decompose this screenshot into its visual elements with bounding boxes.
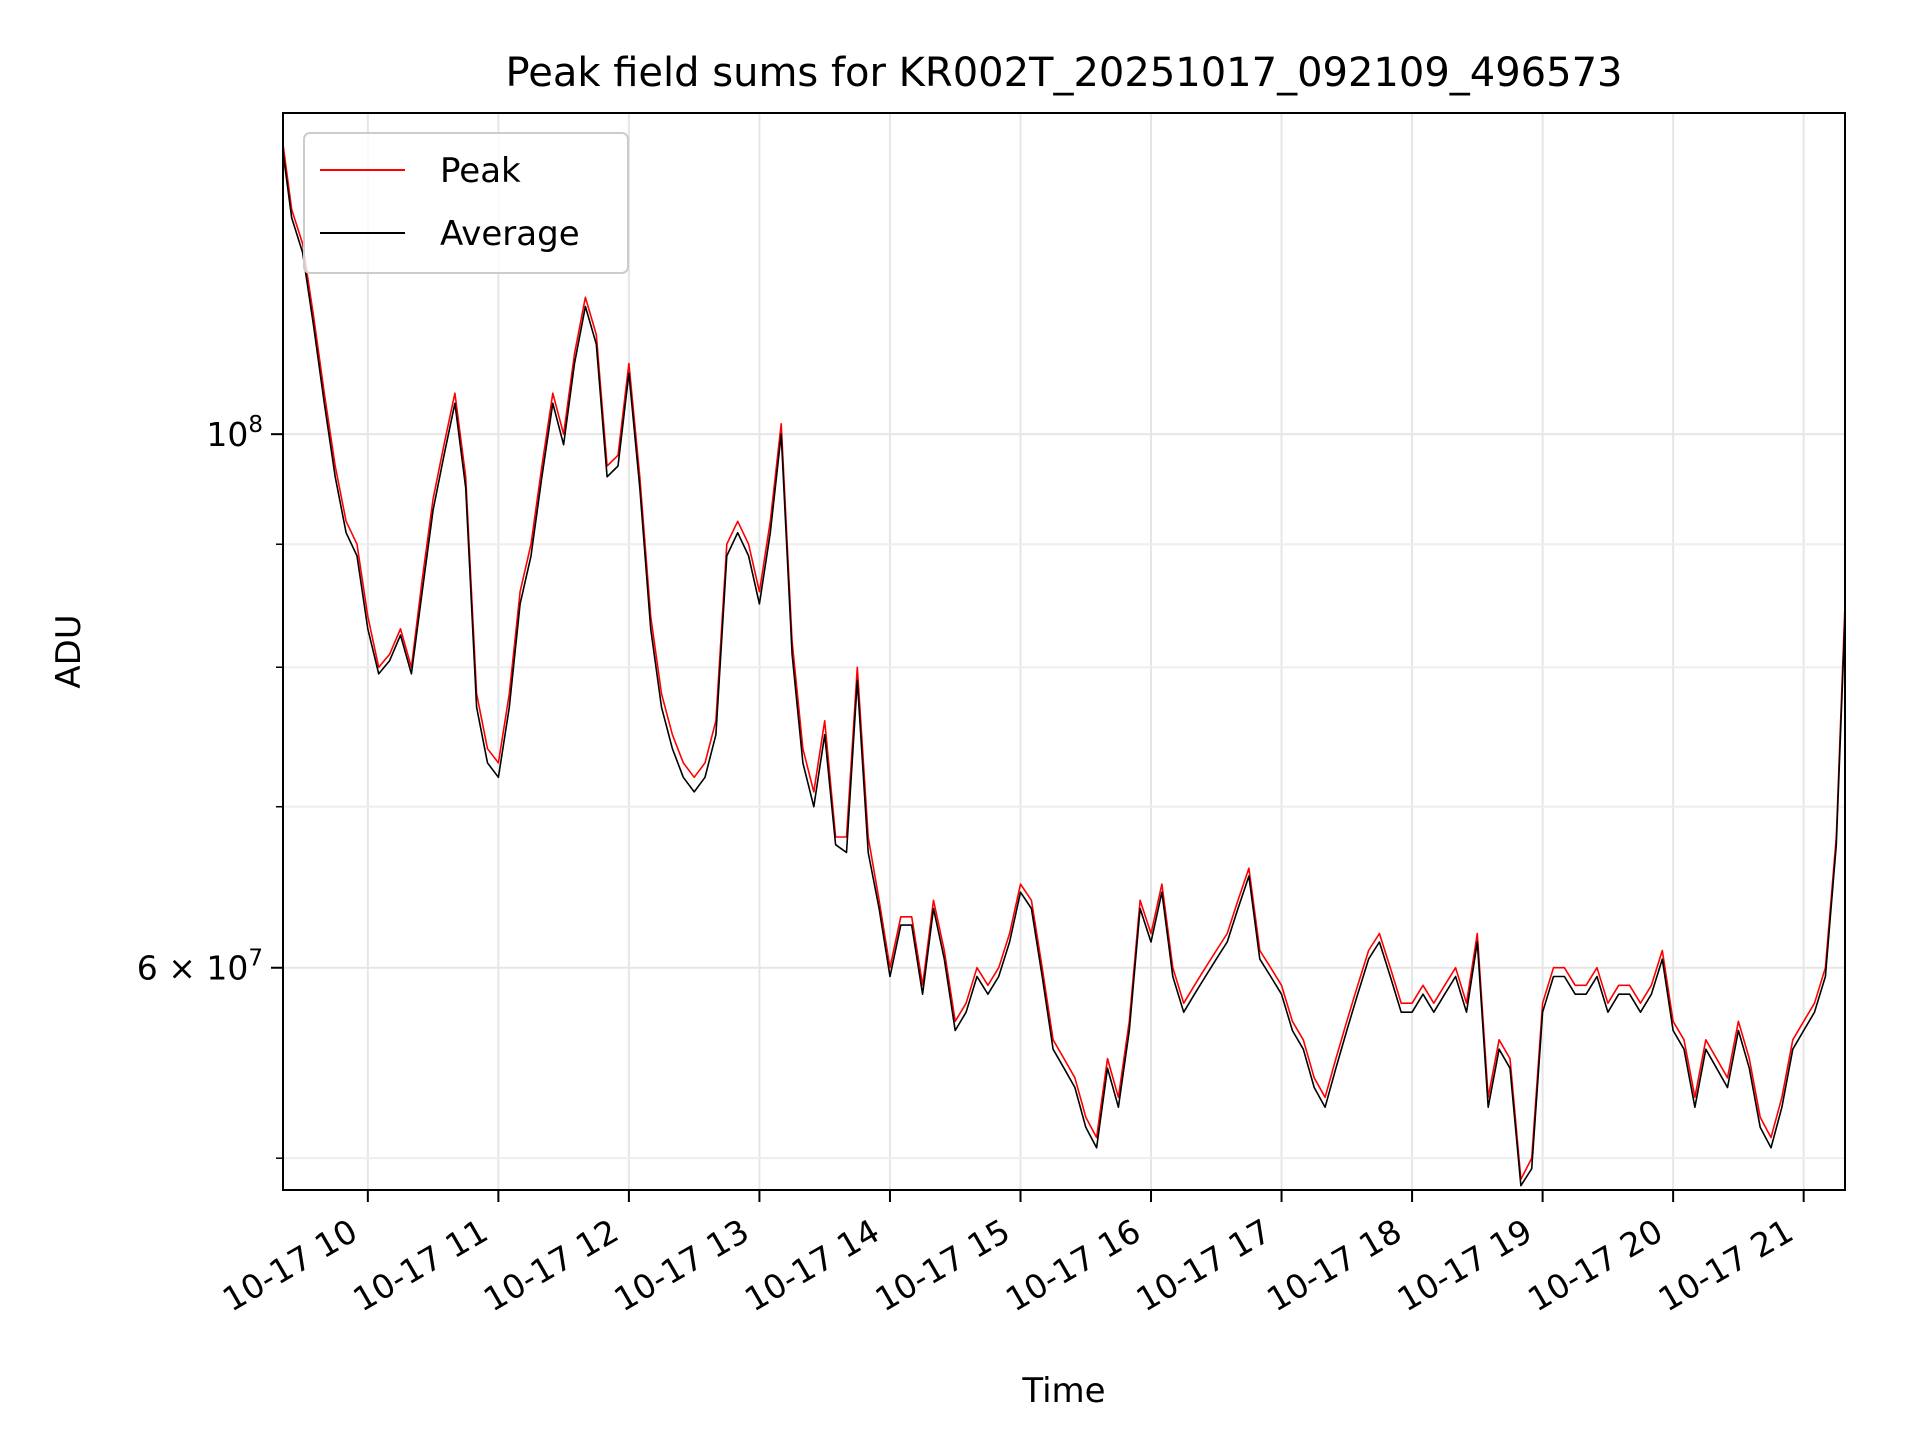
y-tick-label: 6 × 107 (137, 946, 263, 988)
legend-label-average: Average (440, 214, 580, 254)
series-lines (282, 144, 1846, 1187)
series-line-average (282, 151, 1846, 1187)
axes-frame (282, 112, 1846, 1191)
y-axis-label: ADU (49, 614, 89, 688)
x-axis-label: Time (1021, 1371, 1105, 1411)
chart-title: Peak field sums for KR002T_20251017_0921… (506, 50, 1623, 96)
legend-label-peak: Peak (440, 151, 521, 191)
legend-box (303, 132, 629, 274)
legend: Peak Average (303, 132, 629, 274)
series-line-peak (282, 144, 1846, 1181)
grid (283, 113, 1845, 1190)
